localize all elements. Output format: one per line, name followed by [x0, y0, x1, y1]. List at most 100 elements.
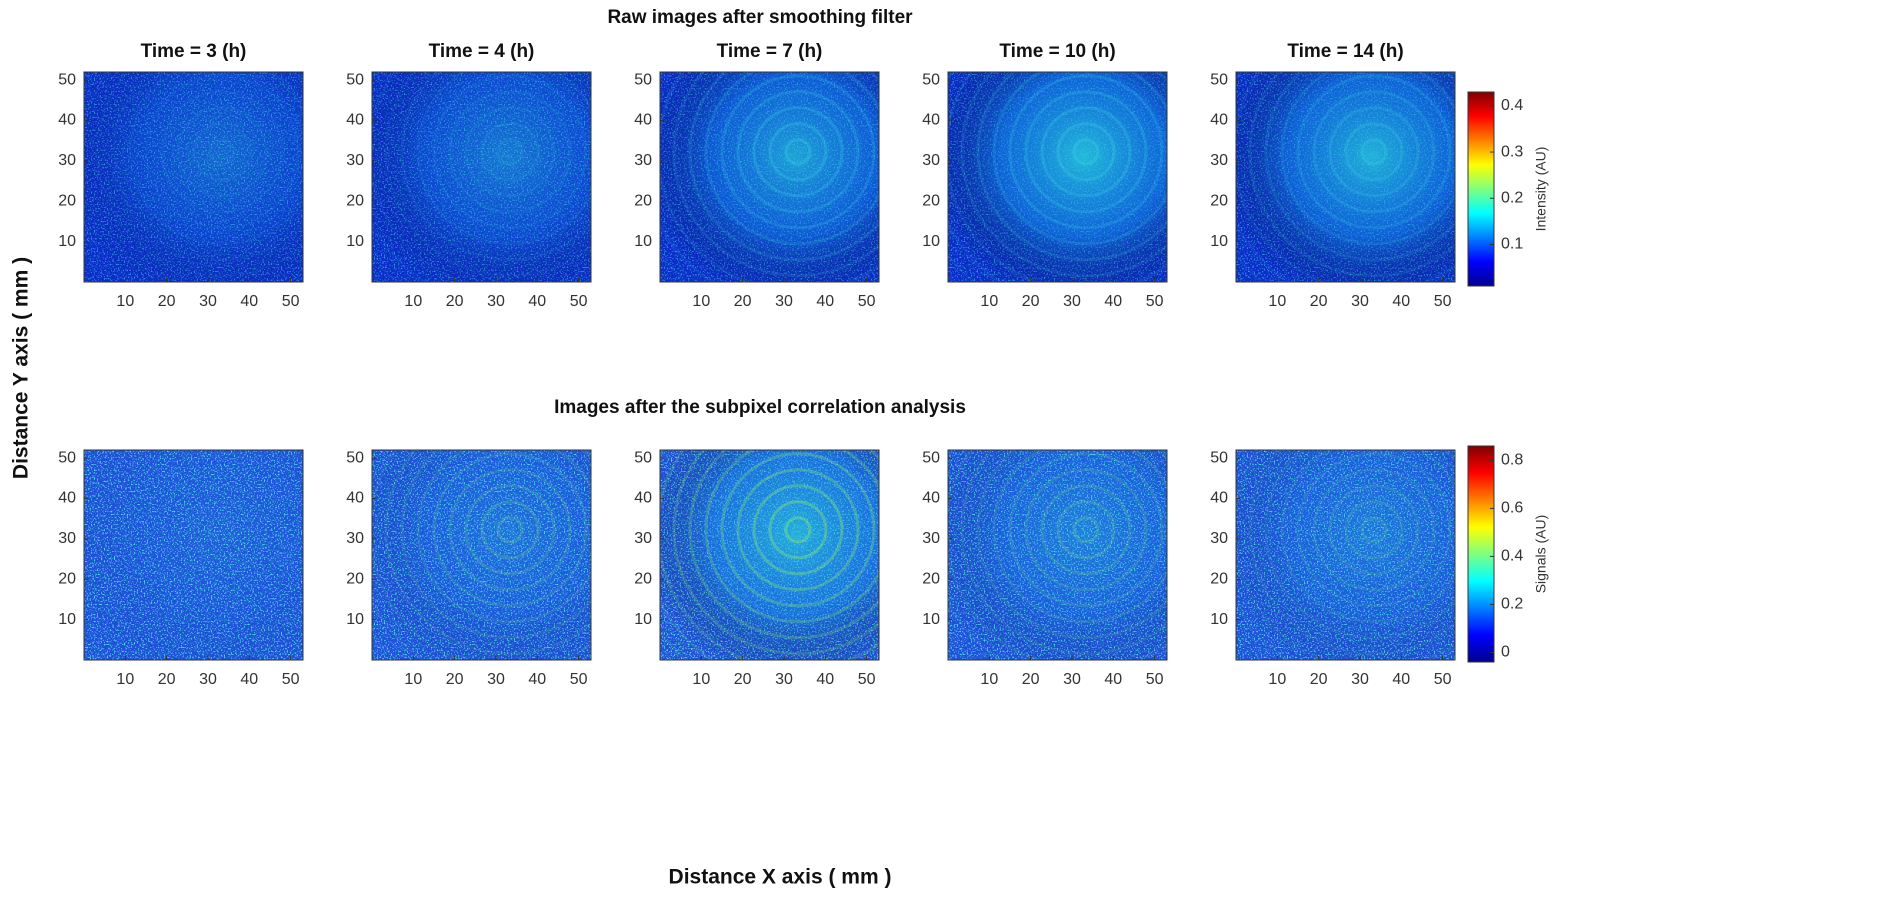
ring — [704, 450, 879, 624]
y-tick-label: 50 — [58, 449, 76, 466]
y-tick-label: 40 — [922, 490, 940, 507]
ring — [1280, 450, 1455, 624]
ring — [768, 122, 828, 182]
row-title: Images after the subpixel correlation an… — [554, 397, 966, 418]
ring — [176, 106, 268, 198]
ring — [480, 122, 540, 182]
colorbar-label: Intensity (AU) — [1533, 147, 1549, 232]
ring — [208, 138, 236, 166]
ring — [464, 484, 556, 576]
colorbar — [1467, 91, 1495, 287]
ring — [192, 122, 252, 182]
x-tick-label: 40 — [240, 293, 258, 310]
x-tick-label: 20 — [446, 293, 464, 310]
y-tick-label: 10 — [634, 233, 652, 250]
row-title: Raw images after smoothing filter — [607, 7, 913, 28]
y-axis-label: Distance Y axis ( mm ) — [10, 257, 33, 479]
ring — [992, 72, 1167, 246]
panel-frame — [1235, 71, 1456, 283]
ring — [416, 450, 591, 624]
y-tick-label: 40 — [58, 112, 76, 129]
y-tick-label: 40 — [346, 112, 364, 129]
ring — [384, 450, 591, 656]
ring — [1328, 106, 1420, 198]
heatmap-glow — [372, 72, 591, 282]
ring — [1264, 450, 1455, 640]
x-tick-label: 20 — [734, 293, 752, 310]
ring — [1040, 484, 1132, 576]
ring — [1344, 500, 1404, 560]
x-tick-label: 20 — [1022, 293, 1040, 310]
heatmap — [372, 72, 591, 282]
x-tick-label: 10 — [692, 671, 710, 688]
ring — [496, 516, 524, 544]
ring — [736, 468, 860, 592]
ring — [736, 90, 860, 214]
ring — [976, 72, 1167, 262]
ring — [720, 74, 876, 230]
ring — [1248, 72, 1455, 278]
x-tick-label: 30 — [775, 293, 793, 310]
x-tick-label: 50 — [282, 671, 300, 688]
ring — [1344, 122, 1404, 182]
ring — [1072, 516, 1100, 544]
y-tick-label: 30 — [922, 152, 940, 169]
ring — [384, 72, 591, 278]
x-tick-label: 50 — [1146, 293, 1164, 310]
y-tick-label: 10 — [634, 611, 652, 628]
ring — [1056, 122, 1116, 182]
heatmap — [1236, 72, 1455, 282]
y-tick-label: 50 — [634, 71, 652, 88]
x-tick-label: 40 — [1104, 293, 1122, 310]
x-tick-label: 20 — [446, 671, 464, 688]
heatmap-glow — [372, 450, 591, 660]
ring — [1328, 484, 1420, 576]
y-tick-label: 10 — [1210, 233, 1228, 250]
ring — [448, 468, 572, 592]
ring — [1008, 452, 1164, 608]
x-tick-label: 10 — [1268, 293, 1286, 310]
x-tick-label: 40 — [1392, 671, 1410, 688]
x-tick-label: 50 — [570, 293, 588, 310]
x-tick-label: 50 — [1434, 293, 1452, 310]
panel-frame — [659, 71, 880, 283]
y-tick-label: 30 — [1210, 530, 1228, 547]
colorbar-tick-label: 0.3 — [1501, 143, 1523, 160]
ring — [752, 484, 844, 576]
ring — [992, 450, 1167, 624]
colorbar — [1467, 445, 1495, 663]
ring — [1296, 74, 1452, 230]
x-tick-label: 40 — [528, 671, 546, 688]
ring — [464, 106, 556, 198]
x-tick-label: 10 — [404, 293, 422, 310]
x-tick-label: 10 — [404, 671, 422, 688]
ring — [768, 500, 828, 560]
heatmap — [948, 72, 1167, 282]
ring — [400, 450, 591, 640]
x-tick-label: 20 — [1022, 671, 1040, 688]
y-tick-label: 30 — [922, 530, 940, 547]
heatmap-glow — [84, 450, 303, 660]
panel-title: Time = 14 (h) — [1287, 41, 1403, 62]
y-tick-label: 40 — [1210, 112, 1228, 129]
y-tick-label: 10 — [58, 233, 76, 250]
x-tick-label: 50 — [858, 293, 876, 310]
x-tick-label: 30 — [487, 293, 505, 310]
x-tick-label: 30 — [199, 671, 217, 688]
x-tick-label: 10 — [116, 671, 134, 688]
x-tick-label: 50 — [1434, 671, 1452, 688]
x-tick-label: 20 — [734, 671, 752, 688]
x-tick-label: 30 — [487, 671, 505, 688]
ring — [128, 72, 303, 246]
y-tick-label: 40 — [922, 112, 940, 129]
heatmap — [84, 72, 303, 282]
x-tick-label: 30 — [1351, 671, 1369, 688]
colorbar-tick-label: 0.8 — [1501, 452, 1523, 469]
colorbar-tick-label: 0.2 — [1501, 189, 1523, 206]
heatmap-glow — [660, 72, 879, 282]
panel-frame — [659, 449, 880, 661]
x-tick-label: 20 — [1310, 293, 1328, 310]
y-tick-label: 20 — [634, 570, 652, 587]
ring — [1040, 106, 1132, 198]
colorbar-tick-label: 0.4 — [1501, 97, 1523, 114]
